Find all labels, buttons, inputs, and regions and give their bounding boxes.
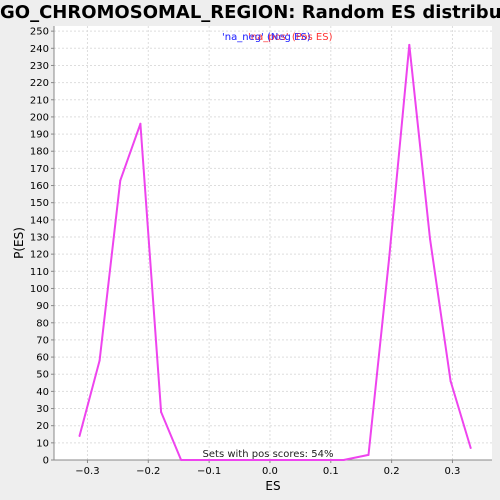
data-point — [240, 459, 243, 461]
data-point — [469, 446, 472, 449]
data-point — [281, 459, 284, 461]
y-tick-label: 40 — [36, 387, 49, 398]
y-tick-label: 20 — [36, 421, 49, 432]
x-tick-label: −0.1 — [197, 466, 221, 477]
y-tick-label: 230 — [30, 61, 49, 72]
y-tick-label: 210 — [30, 95, 49, 106]
pos-scores-annotation: Sets with pos scores: 54% — [203, 449, 334, 460]
y-tick-label: 90 — [36, 301, 49, 312]
legend-neg-label: 'na_neg' (Neg ES) — [222, 32, 311, 43]
data-point — [160, 410, 163, 413]
data-point — [388, 256, 391, 259]
data-point — [78, 434, 81, 437]
y-tick-label: 140 — [30, 215, 49, 226]
data-point — [98, 359, 101, 362]
x-tick-label: 0.0 — [262, 466, 278, 477]
x-tick-label: −0.3 — [75, 466, 99, 477]
y-tick-label: 240 — [30, 44, 49, 55]
y-axis-title: P(ES) — [12, 227, 26, 259]
y-tick-label: 0 — [43, 456, 49, 467]
data-point — [119, 179, 122, 182]
data-point — [428, 237, 431, 240]
y-tick-label: 50 — [36, 370, 49, 381]
y-tick-label: 190 — [30, 130, 49, 141]
x-tick-label: −0.2 — [136, 466, 160, 477]
x-tick-label: 0.2 — [384, 466, 400, 477]
y-tick-label: 220 — [30, 78, 49, 89]
data-point — [200, 459, 203, 461]
data-point — [139, 122, 142, 125]
data-point — [322, 459, 325, 461]
x-tick-label: 0.1 — [323, 466, 339, 477]
y-tick-label: 200 — [30, 112, 49, 123]
y-tick-label: 30 — [36, 404, 49, 415]
y-tick-label: 250 — [30, 27, 49, 38]
x-axis-title: ES — [265, 479, 280, 493]
data-point — [408, 43, 411, 46]
data-point — [449, 380, 452, 383]
y-tick-label: 10 — [36, 438, 49, 449]
x-tick-label: 0.3 — [445, 466, 461, 477]
y-tick-label: 170 — [30, 164, 49, 175]
y-tick-label: 60 — [36, 353, 49, 364]
y-tick-label: 110 — [30, 267, 49, 278]
legend-pos-label: 'na_pos' (Pos ES) — [248, 32, 333, 43]
y-tick-label: 80 — [36, 318, 49, 329]
y-tick-label: 100 — [30, 284, 49, 295]
y-tick-label: 180 — [30, 147, 49, 158]
series-line — [78, 43, 472, 461]
data-point — [220, 459, 223, 461]
data-point — [180, 459, 183, 461]
legend-neg-label-overlay: 'na_neg' (Neg ES) — [222, 32, 311, 43]
y-tick-label: 120 — [30, 250, 49, 261]
y-tick-label: 70 — [36, 335, 49, 346]
y-tick-label: 130 — [30, 232, 49, 243]
data-point — [301, 459, 304, 461]
plot-area — [54, 26, 492, 460]
y-tick-label: 160 — [30, 181, 49, 192]
chart-title: GO_CHROMOSOMAL_REGION: Random ES distrib… — [0, 2, 500, 23]
data-point — [367, 453, 370, 456]
data-point — [342, 459, 345, 461]
y-tick-label: 150 — [30, 198, 49, 209]
data-point — [261, 459, 264, 461]
